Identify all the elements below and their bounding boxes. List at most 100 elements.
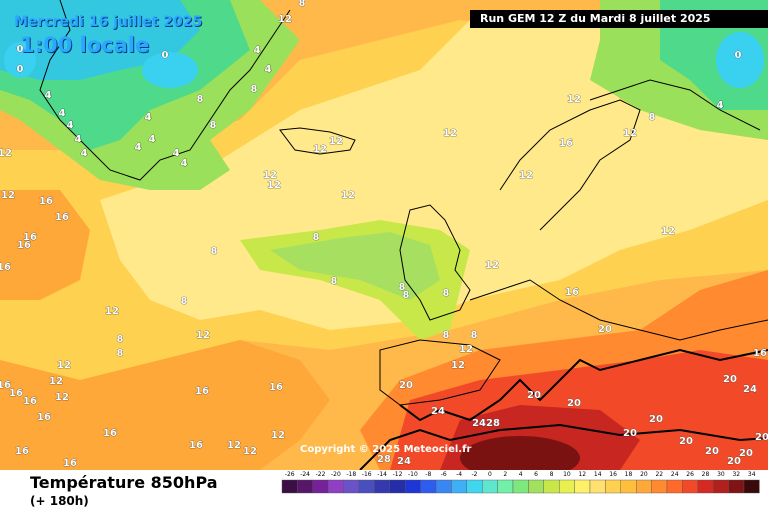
legend-swatch (666, 479, 683, 494)
isotherm-label: 8 (399, 282, 406, 293)
legend-swatch (682, 479, 699, 494)
legend-tick-label: -22 (316, 471, 326, 478)
legend-tick-label: 2 (503, 471, 507, 478)
isotherm-label: 16 (39, 196, 53, 207)
isotherm-label: 16 (0, 380, 11, 391)
isotherm-label: 20 (727, 456, 741, 467)
legend-tick-label: 0 (488, 471, 492, 478)
isotherm-label: 24 (743, 384, 757, 395)
legend-swatch (743, 479, 760, 494)
coastline-scandinavia (499, 99, 641, 231)
forecast-lead-time: (+ 180h) (30, 494, 89, 508)
isotherm-label: 12 (55, 392, 69, 403)
isotherm-label: 12 (271, 430, 285, 441)
isotherm-label: 12 (459, 344, 473, 355)
isotherm-label: 20 (649, 414, 663, 425)
isotherm-label: 16 (17, 240, 31, 251)
isotherm-label: 8 (211, 246, 218, 257)
isotherm-label: 16 (55, 212, 69, 223)
legend-swatch (528, 479, 545, 494)
isotherm-label: 12 (485, 260, 499, 271)
isotherm-label: 20 (679, 436, 693, 447)
legend-swatch (374, 479, 390, 494)
isotherm-label: 20 (705, 446, 719, 457)
legend-tick-label: 12 (578, 471, 586, 478)
legend-tick-label: 20 (640, 471, 648, 478)
coastline-arctic-east (589, 79, 761, 131)
isotherm-label: 12 (57, 360, 71, 371)
forecast-time-label: 1:00 locale (20, 33, 150, 57)
coastline-europe (469, 279, 768, 341)
color-scale-swatches: -26 -24 -22 -20 -18 -16 -14 -12 -10 -8 -6 -4 -2 0 2 4 6 8… (281, 471, 760, 494)
isotherm-label: 16 (37, 412, 51, 423)
legend-swatch (574, 479, 591, 494)
legend-swatch (512, 479, 529, 494)
legend-swatch (297, 479, 313, 494)
legend-tick-label: -20 (331, 471, 341, 478)
legend-tick-label: -2 (472, 471, 478, 478)
isotherm-label: 8 (210, 120, 217, 131)
isotherm-label: 12 (0, 148, 12, 159)
isotherm-label: 4 (81, 148, 88, 159)
isotherm-label: 12 (263, 170, 277, 181)
isotherm-label: 12 (341, 190, 355, 201)
isotherm-label: 8 (331, 276, 338, 287)
isotherm-label: 0 (735, 50, 742, 61)
isotherm-label: 16 (559, 138, 573, 149)
isotherm-label: 4 (254, 45, 261, 56)
temperature-map: 1284400004444444444888841212121212121612… (0, 0, 768, 470)
legend-tick-label: 18 (625, 471, 633, 478)
isotherm-label: 12 (443, 128, 457, 139)
legend-tick-label: -10 (408, 471, 418, 478)
legend-swatch (651, 479, 668, 494)
legend-tick-label: 28 (702, 471, 710, 478)
legend-swatch (389, 479, 406, 494)
isotherm-label: 12 (623, 128, 637, 139)
isotherm-label: 4 (59, 108, 66, 119)
isotherm-label: 20 (567, 398, 581, 409)
isotherm-label: 16 (63, 458, 77, 469)
cold-pool-west-core (4, 42, 36, 78)
isotherm-label: 20 (623, 428, 637, 439)
legend-tick-label: -12 (393, 471, 403, 478)
legend-tick-label: 30 (717, 471, 725, 478)
isotherm-label: 8 (313, 232, 320, 243)
legend-swatch (312, 479, 329, 494)
isotherm-label: 8 (403, 290, 410, 301)
isotherm-label: 12 (49, 376, 63, 387)
isotherm-label: 8 (117, 334, 124, 345)
isotherm-label: 4 (67, 120, 74, 131)
isotherm-label: 4 (75, 134, 82, 145)
isotherm-label: 12 (567, 94, 581, 105)
isotherm-label: 16 (103, 428, 117, 439)
isotherm-label: 8 (117, 348, 124, 359)
legend-tick-label: 16 (609, 471, 617, 478)
legend-tick-label: 10 (563, 471, 571, 478)
isotherm-label: 8 (299, 0, 306, 9)
legend-tick-label: -18 (346, 471, 356, 478)
isotherm-label: 8 (649, 112, 656, 123)
isotherm-label: 0 (162, 50, 169, 61)
isotherm-label: 16 (23, 396, 37, 407)
isotherm-label: 4 (145, 112, 152, 123)
isotherm-label: 12 (661, 226, 675, 237)
legend-swatch (697, 479, 714, 494)
isotherm-label: 16 (15, 446, 29, 457)
isotherm-label: 12 (329, 136, 343, 147)
cold-pool-west (142, 52, 198, 88)
heat-core (460, 436, 580, 470)
legend-swatch (343, 479, 360, 494)
legend-tick-label: 24 (671, 471, 679, 478)
isotherm-label: 16 (23, 232, 37, 243)
legend-tick-label: 4 (519, 471, 523, 478)
isotherm-label: 12 (278, 14, 292, 25)
isotherm-label: 20 (399, 380, 413, 391)
isotherm-label: 4 (149, 134, 156, 145)
legend-swatch (328, 479, 344, 494)
isotherm-label: 12 (196, 330, 210, 341)
forecast-date-label: Mercredi 16 juillet 2025 (14, 14, 203, 30)
legend-tick-label: 26 (686, 471, 694, 478)
legend-tick-label: 14 (594, 471, 602, 478)
legend-swatch (589, 479, 606, 494)
